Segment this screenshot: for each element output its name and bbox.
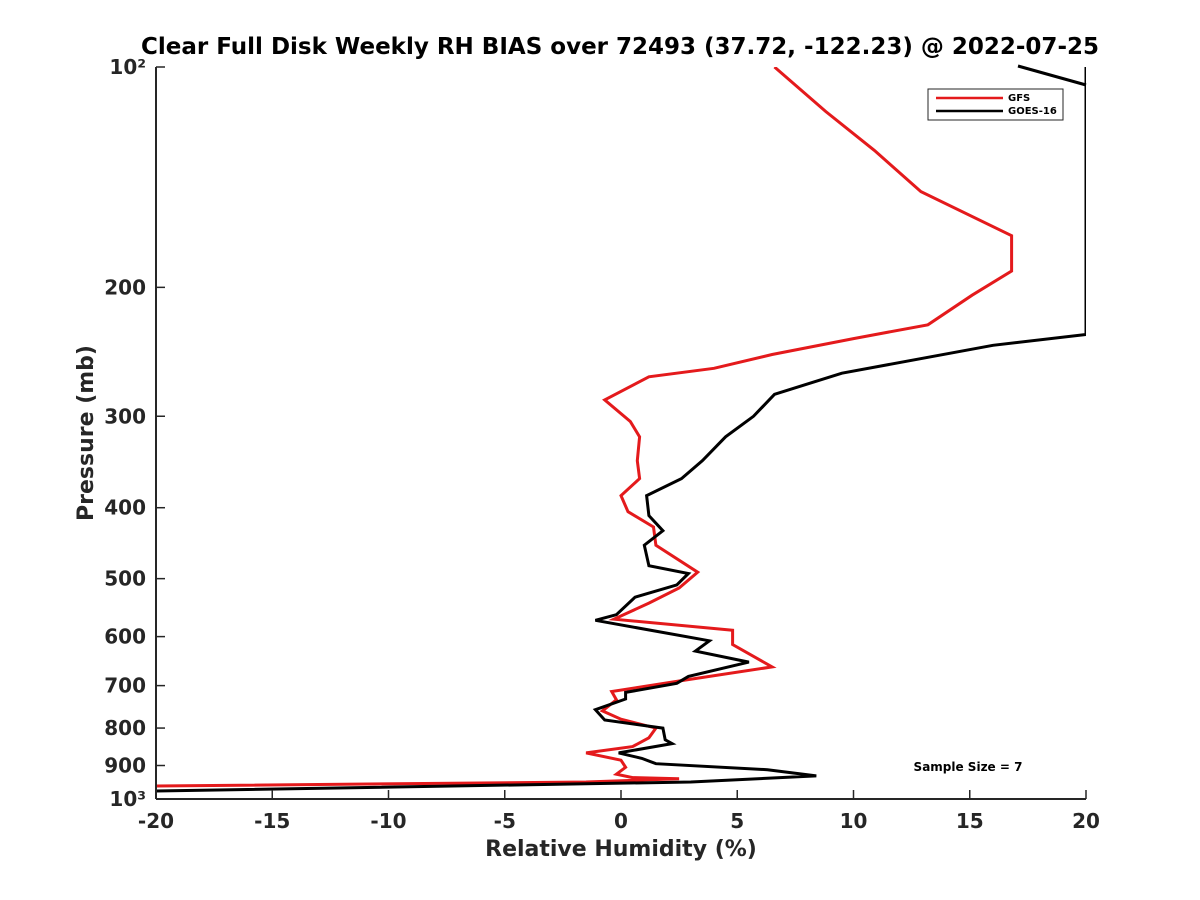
legend-label-goes-16: GOES-16 <box>1008 106 1057 117</box>
y-tick-label: 400 <box>104 496 146 520</box>
x-tick-label: 10 <box>840 809 868 833</box>
y-ticks: 10² 200 300 400 500 600 700 800 900 10³ <box>104 55 165 811</box>
y-tick-label: 10² <box>109 55 146 79</box>
y-tick-label: 200 <box>104 275 146 299</box>
x-axis-label: Relative Humidity (%) <box>485 837 757 862</box>
x-tick-label: -10 <box>370 809 406 833</box>
y-tick-label: 300 <box>104 404 146 428</box>
series-line-gfs <box>156 67 1014 788</box>
series-line-goes-16 <box>156 67 1086 793</box>
y-tick-label: 10³ <box>109 787 146 811</box>
y-tick-label: 900 <box>104 754 146 778</box>
x-tick-label: 0 <box>614 809 628 833</box>
legend-label-gfs: GFS <box>1008 93 1030 104</box>
sample-size-annotation: Sample Size = 7 <box>914 760 1023 774</box>
y-tick-label: 700 <box>104 674 146 698</box>
plot-area: -20 -15 -10 -5 0 5 10 15 20 10² 200 300 400 500 600 70… <box>104 55 1100 833</box>
x-tick-label: 20 <box>1072 809 1100 833</box>
y-tick-label: 600 <box>104 625 146 649</box>
x-tick-label: 15 <box>956 809 984 833</box>
y-axis-label: Pressure (mb) <box>74 345 99 521</box>
legend: GFS GOES-16 <box>927 88 1064 121</box>
x-tick-label: -15 <box>254 809 290 833</box>
x-tick-label: 5 <box>730 809 744 833</box>
chart-title: Clear Full Disk Weekly RH BIAS over 7249… <box>141 34 1099 60</box>
y-tick-label: 500 <box>104 567 146 591</box>
x-tick-label: -20 <box>138 809 174 833</box>
x-ticks: -20 -15 -10 -5 0 5 10 15 20 <box>138 790 1100 833</box>
series-line-goes-16-top-segment <box>1017 64 1087 87</box>
x-tick-label: -5 <box>494 809 516 833</box>
y-tick-label: 800 <box>104 716 146 740</box>
legend-box <box>927 88 1064 121</box>
series-layer <box>156 67 1086 793</box>
